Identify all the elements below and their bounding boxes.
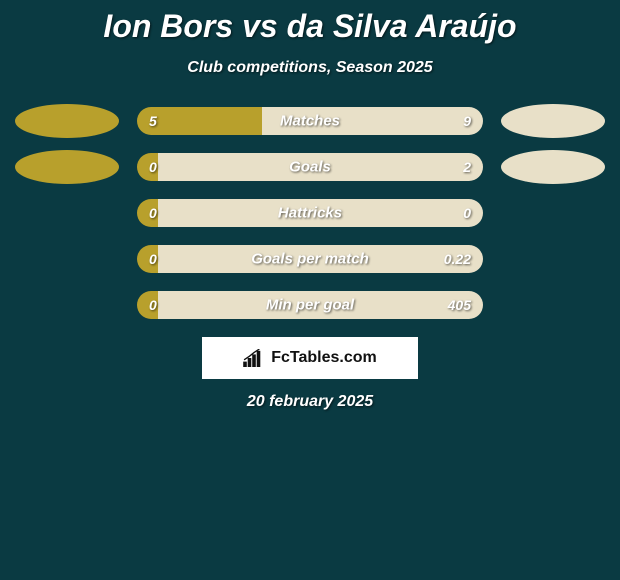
source-logo: FcTables.com xyxy=(202,337,418,379)
value-right: 2 xyxy=(463,159,471,175)
metric-label: Goals xyxy=(289,159,331,176)
metric-label: Matches xyxy=(280,113,340,130)
subtitle: Club competitions, Season 2025 xyxy=(0,59,620,77)
metric-bar: 0 2 Goals xyxy=(137,153,483,181)
comparison-card: Ion Bors vs da Silva Araújo Club competi… xyxy=(0,0,620,411)
metric-bar: 0 405 Min per goal xyxy=(137,291,483,319)
metric-row: 0 0.22 Goals per match xyxy=(0,245,620,273)
player-right-ellipse xyxy=(501,104,605,138)
player-right-ellipse xyxy=(501,150,605,184)
metrics-list: 5 9 Matches 0 2 Goals 0 0 Hattricks 0 0.22 Goals pe… xyxy=(0,107,620,319)
metric-label: Hattricks xyxy=(278,205,342,222)
value-right: 0.22 xyxy=(444,251,471,267)
value-left: 0 xyxy=(149,159,157,175)
metric-bar: 0 0 Hattricks xyxy=(137,199,483,227)
value-left: 5 xyxy=(149,113,157,129)
metric-label: Min per goal xyxy=(266,297,354,314)
player-left-ellipse xyxy=(15,104,119,138)
metric-row: 5 9 Matches xyxy=(0,107,620,135)
value-left: 0 xyxy=(149,297,157,313)
metric-row: 0 405 Min per goal xyxy=(0,291,620,319)
metric-row: 0 0 Hattricks xyxy=(0,199,620,227)
value-right: 0 xyxy=(463,205,471,221)
metric-bar: 5 9 Matches xyxy=(137,107,483,135)
page-title: Ion Bors vs da Silva Araújo xyxy=(0,8,620,45)
bars-icon xyxy=(243,349,265,367)
metric-bar: 0 0.22 Goals per match xyxy=(137,245,483,273)
logo-text: FcTables.com xyxy=(271,349,377,367)
player-left-ellipse xyxy=(15,150,119,184)
value-right: 405 xyxy=(448,297,471,313)
value-right: 9 xyxy=(463,113,471,129)
metric-label: Goals per match xyxy=(251,251,369,268)
value-left: 0 xyxy=(149,205,157,221)
value-left: 0 xyxy=(149,251,157,267)
metric-row: 0 2 Goals xyxy=(0,153,620,181)
date-label: 20 february 2025 xyxy=(0,393,620,411)
